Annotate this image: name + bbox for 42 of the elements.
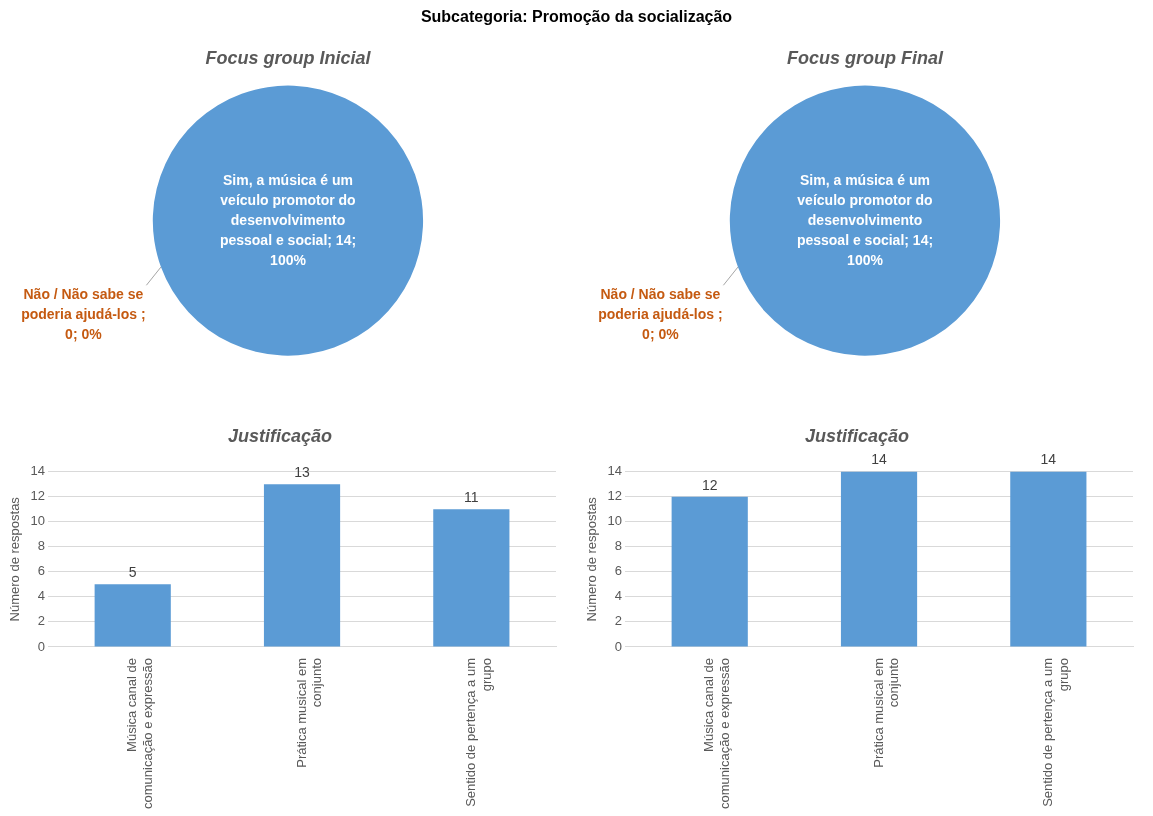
y-tick-label: 4 [614, 588, 623, 604]
bar [433, 509, 510, 647]
y-tick-label: 8 [614, 538, 623, 554]
x-tick-label: Sentido de pertença a um grupo [1039, 657, 1071, 807]
text: Subcategoria: Promoção da socialização [419, 7, 734, 26]
data-label: 5 [128, 564, 137, 581]
y-tick-label: 8 [37, 538, 46, 554]
x-tick-label: Prática musical em conjunto [293, 657, 325, 768]
chart-title: Justificação [804, 425, 910, 446]
data-label: 14 [1040, 451, 1057, 468]
bar [94, 584, 171, 647]
y-tick-label: 6 [614, 563, 623, 579]
y-tick-label: 4 [37, 588, 46, 604]
y-tick-label: 12 [607, 488, 623, 504]
y-tick-label: 0 [614, 638, 623, 654]
y-tick-label: 6 [37, 563, 46, 579]
y-tick-label: 12 [30, 488, 46, 504]
slice-label: Sim, a música é um veículo promotor do desenvolvimento pessoal e social; 14; 100% [219, 171, 357, 268]
y-tick-label: 2 [614, 613, 623, 629]
y-tick-label: 10 [30, 513, 46, 529]
y-tick-label: 10 [607, 513, 623, 529]
y-tick-label: 14 [607, 463, 623, 479]
y-tick-label: 2 [37, 613, 46, 629]
y-axis-title: Número de respostas [7, 496, 23, 622]
legend-label: Não / Não sabe se poderia ajudá-los ; 0; 0% [598, 286, 723, 343]
bar [263, 484, 341, 647]
data-label: 12 [701, 476, 718, 493]
data-label: 11 [464, 489, 479, 506]
x-tick-label: Prática musical em conjunto [870, 657, 902, 768]
x-tick-label: Música canal de comunicação e expressão [124, 657, 155, 809]
data-label: 14 [871, 451, 888, 468]
y-tick-label: 14 [30, 463, 46, 479]
chart-title: Justificação [227, 425, 333, 446]
legend-label: Não / Não sabe se poderia ajudá-los ; 0; 0% [21, 286, 146, 343]
y-tick-label: 0 [37, 638, 46, 654]
slice-label: Sim, a música é um veículo promotor do desenvolvimento pessoal e social; 14; 100% [796, 171, 934, 268]
data-label: 13 [294, 463, 311, 480]
x-tick-label: Música canal de comunicação e expressão [701, 657, 732, 809]
x-tick-label: Sentido de pertença a um grupo [462, 657, 494, 807]
y-axis-title: Número de respostas [584, 496, 600, 622]
chart-title: Focus group Inicial [205, 47, 372, 68]
chart-title: Focus group Final [787, 47, 944, 68]
